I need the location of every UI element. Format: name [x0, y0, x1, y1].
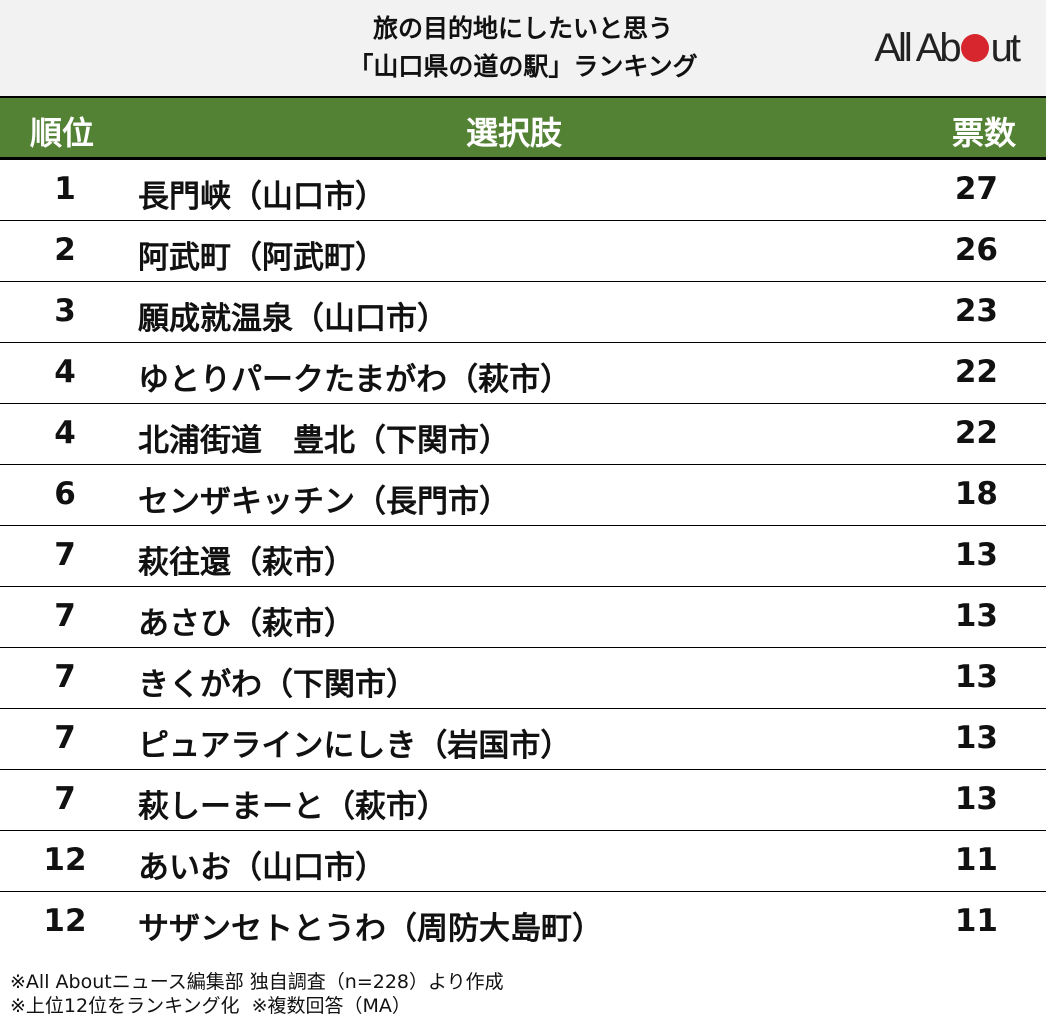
- votes-cell: 11: [954, 842, 998, 878]
- table-header: 順位 選択肢 票数: [0, 98, 1046, 160]
- votes-cell: 13: [954, 720, 998, 756]
- logo-red-dot-icon: [960, 34, 989, 62]
- votes-cell: 27: [954, 171, 998, 207]
- votes-cell: 13: [954, 537, 998, 573]
- table-row: 2 阿武町（阿武町） 26: [0, 221, 1046, 282]
- choice-cell: 願成就温泉（山口市）: [138, 301, 448, 337]
- header-rank: 順位: [30, 114, 95, 152]
- rank-cell: 4: [54, 415, 76, 451]
- choice-cell: センザキッチン（長門市）: [138, 484, 510, 520]
- ranking-table: 1 長門峡（山口市） 27 2 阿武町（阿武町） 26 3 願成就温泉（山口市） 23 4 ゆとりパ…: [0, 160, 1046, 952]
- rank-cell: 12: [43, 842, 87, 878]
- rank-cell: 7: [54, 598, 76, 634]
- votes-cell: 13: [954, 659, 998, 695]
- rank-cell: 2: [54, 232, 76, 268]
- rank-cell: 1: [54, 171, 76, 207]
- table-row: 7 萩しーまーと（萩市） 13: [0, 770, 1046, 831]
- table-row: 7 萩往還（萩市） 13: [0, 526, 1046, 587]
- choice-cell: サザンセトとうわ（周防大島町）: [138, 911, 603, 947]
- choice-cell: 長門峡（山口市）: [138, 179, 386, 215]
- votes-cell: 22: [954, 415, 998, 451]
- footnote: ※All Aboutニュース編集部 独自調査（n=228）より作成 ※上位12位…: [10, 970, 504, 1018]
- table-row: 7 ピュアラインにしき（岩国市） 13: [0, 709, 1046, 770]
- table-row: 1 長門峡（山口市） 27: [0, 160, 1046, 221]
- rank-cell: 3: [54, 293, 76, 329]
- choice-cell: 萩しーまーと（萩市）: [138, 789, 448, 825]
- rank-cell: 7: [54, 720, 76, 756]
- table-row: 4 ゆとりパークたまがわ（萩市） 22: [0, 343, 1046, 404]
- table-row: 7 あさひ（萩市） 13: [0, 587, 1046, 648]
- votes-cell: 23: [954, 293, 998, 329]
- footnote-source: ※All Aboutニュース編集部 独自調査（n=228）より作成: [10, 971, 504, 993]
- choice-cell: ゆとりパークたまがわ（萩市）: [138, 362, 572, 398]
- choice-cell: あいお（山口市）: [138, 850, 386, 886]
- choice-cell: 萩往還（萩市）: [138, 545, 355, 581]
- table-row: 12 あいお（山口市） 11: [0, 831, 1046, 892]
- choice-cell: きくがわ（下関市）: [138, 667, 417, 703]
- table-row: 4 北浦街道 豊北（下関市） 22: [0, 404, 1046, 465]
- votes-cell: 13: [954, 781, 998, 817]
- votes-cell: 26: [954, 232, 998, 268]
- table-row: 6 センザキッチン（長門市） 18: [0, 465, 1046, 526]
- choice-cell: あさひ（萩市）: [138, 606, 355, 642]
- header-choice: 選択肢: [466, 114, 563, 152]
- votes-cell: 18: [954, 476, 998, 512]
- rank-cell: 4: [54, 354, 76, 390]
- rank-cell: 7: [54, 781, 76, 817]
- rank-cell: 7: [54, 537, 76, 573]
- votes-cell: 22: [954, 354, 998, 390]
- table-row: 12 サザンセトとうわ（周防大島町） 11: [0, 892, 1046, 952]
- logo-text-end: ut: [990, 26, 1021, 70]
- allabout-logo: All Ab ut: [874, 26, 1021, 71]
- votes-cell: 11: [954, 903, 998, 939]
- table-row: 3 願成就温泉（山口市） 23: [0, 282, 1046, 343]
- choice-cell: 阿武町（阿武町）: [138, 240, 386, 276]
- table-row: 7 きくがわ（下関市） 13: [0, 648, 1046, 709]
- logo-text-start: All Ab: [874, 26, 961, 70]
- title-line-1: 旅の目的地にしたいと思う: [372, 14, 673, 43]
- votes-cell: 13: [954, 598, 998, 634]
- header-votes: 票数: [951, 114, 1016, 152]
- choice-cell: 北浦街道 豊北（下関市）: [138, 423, 510, 459]
- title-banner: 旅の目的地にしたいと思う 「山口県の道の駅」ランキング All Ab ut: [0, 0, 1046, 98]
- choice-cell: ピュアラインにしき（岩国市）: [138, 728, 572, 764]
- rank-cell: 12: [43, 903, 87, 939]
- footnote-notes: ※上位12位をランキング化 ※複数回答（MA）: [10, 995, 411, 1017]
- rank-cell: 7: [54, 659, 76, 695]
- rank-cell: 6: [54, 476, 76, 512]
- page-title: 旅の目的地にしたいと思う 「山口県の道の駅」ランキング: [250, 10, 796, 86]
- title-line-2: 「山口県の道の駅」ランキング: [348, 52, 698, 81]
